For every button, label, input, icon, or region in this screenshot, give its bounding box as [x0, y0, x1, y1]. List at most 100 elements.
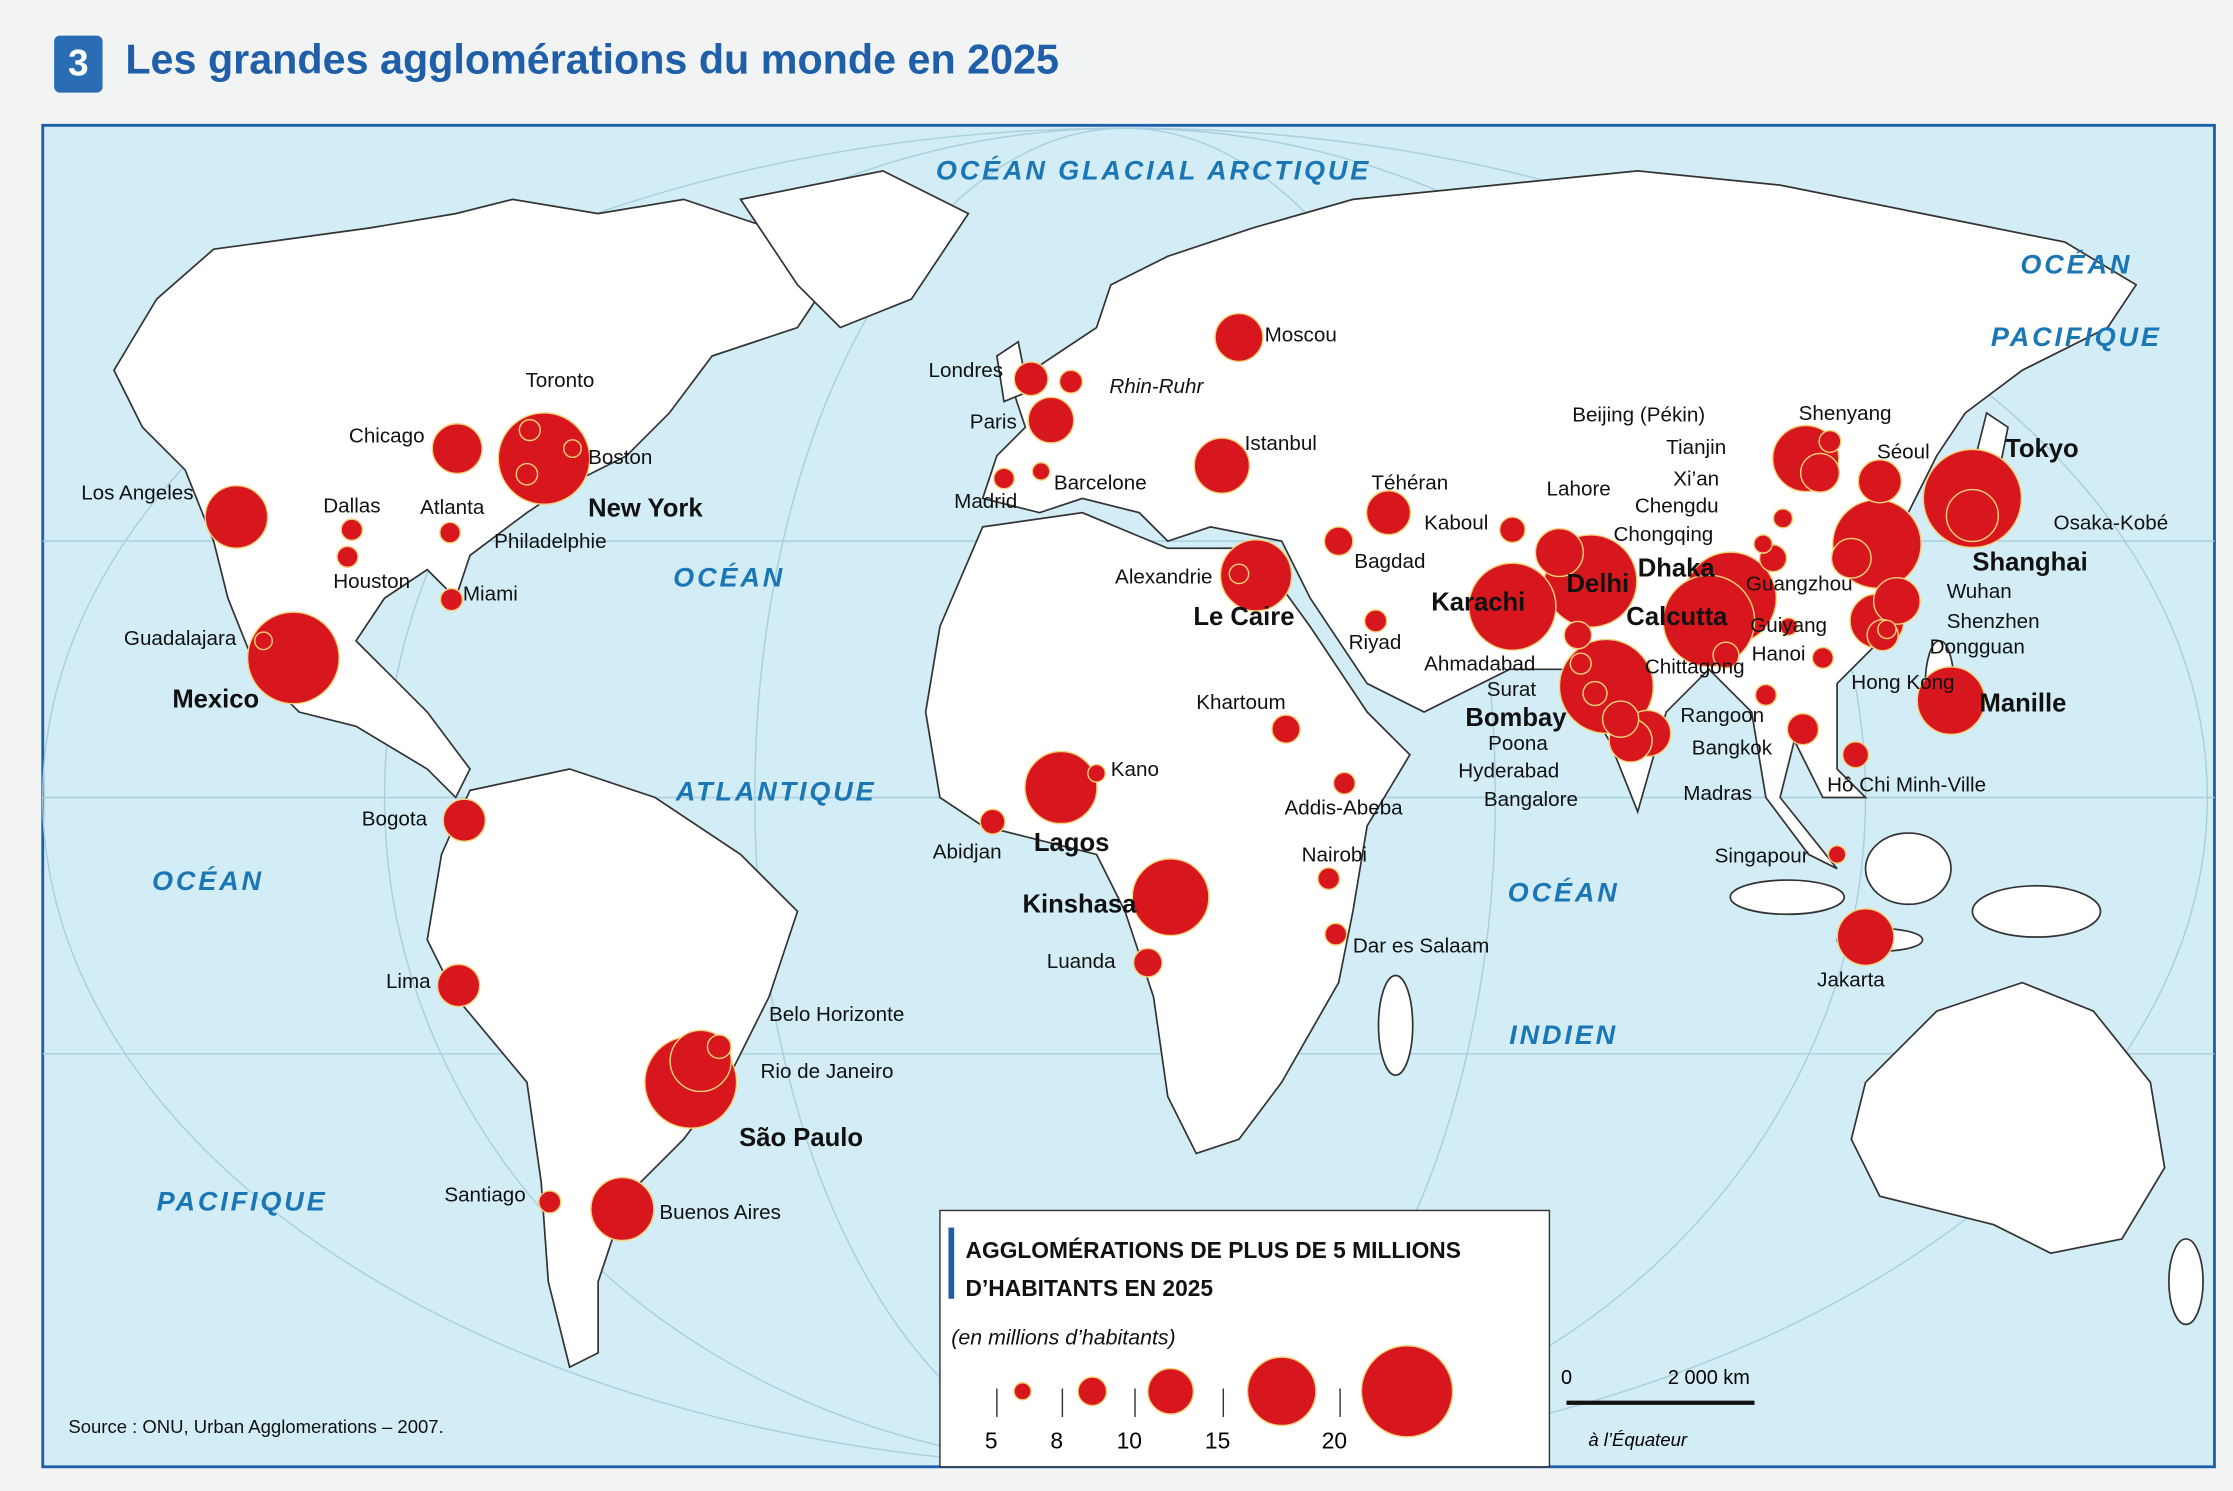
city-label: Tianjin — [1666, 436, 1726, 459]
city-circle — [515, 462, 539, 486]
city-label: Dongguan — [1930, 635, 2025, 658]
legend-circle — [1077, 1376, 1108, 1407]
city-label: Kaboul — [1424, 512, 1488, 535]
ocean-label: OCÉAN — [1508, 876, 1620, 907]
city-label: Guangzhou — [1746, 573, 1853, 596]
city-circle — [1332, 771, 1356, 795]
city-label: Houston — [333, 570, 410, 593]
city-circle — [1830, 537, 1872, 579]
city-label: New York — [588, 495, 703, 523]
city-circle — [1363, 609, 1388, 633]
city-circle — [336, 545, 359, 568]
city-circle — [254, 631, 273, 651]
city-label: Lahore — [1547, 477, 1611, 500]
ocean-label: OCÉAN GLACIAL ARCTIQUE — [936, 154, 1371, 185]
city-label: Chongqing — [1614, 523, 1714, 546]
city-circle — [1818, 429, 1842, 453]
city-label: Hong Kong — [1851, 671, 1954, 694]
city-label: Hyderabad — [1458, 759, 1559, 782]
city-label: Rhin-Ruhr — [1109, 375, 1204, 398]
scale-distance: 2 000 km — [1668, 1367, 1750, 1389]
city-circle — [1058, 369, 1084, 394]
city-label: Miami — [463, 583, 518, 606]
city-circle — [1712, 641, 1740, 669]
city-label: Karachi — [1431, 589, 1525, 617]
city-circle — [1468, 562, 1557, 651]
figure-number-box — [54, 35, 103, 93]
city-label: Singapour — [1715, 845, 1809, 868]
city-circle — [979, 808, 1006, 835]
city-circle — [993, 467, 1015, 490]
city-label: Tokyo — [2005, 435, 2079, 463]
city-label: Xi’an — [1673, 467, 1719, 490]
city-circle — [1132, 947, 1163, 978]
city-circle — [1779, 617, 1799, 637]
city-circle — [1498, 516, 1526, 544]
city-label: Santiago — [444, 1184, 525, 1207]
city-label: Madras — [1683, 782, 1752, 805]
city-label: Toronto — [526, 369, 595, 392]
ocean-label: PACIFIQUE — [1991, 322, 2162, 352]
city-circle — [1271, 714, 1301, 744]
source: Source : ONU, Urban Agglomerations – 200… — [68, 1416, 443, 1437]
legend-box — [939, 1209, 1551, 1468]
city-circle — [590, 1176, 655, 1242]
city-label: São Paulo — [739, 1124, 863, 1152]
city-label: Bombay — [1465, 704, 1567, 732]
city-label: Delhi — [1567, 570, 1630, 598]
city-circle — [436, 963, 481, 1008]
city-label: Beijing (Pékin) — [1572, 403, 1705, 426]
city-label: Khartoum — [1196, 691, 1285, 714]
city-label: Abidjan — [933, 840, 1002, 863]
city-label: Addis-Abeba — [1285, 796, 1404, 819]
city-circle — [439, 521, 462, 544]
city-circle — [563, 439, 582, 459]
city-label: Atlanta — [420, 496, 485, 519]
legend-value: 5 — [985, 1428, 998, 1454]
city-label: Manille — [1979, 690, 2066, 718]
city-label: Londres — [929, 359, 1004, 382]
city-circle — [204, 485, 269, 549]
city-label: Dhaka — [1638, 554, 1716, 582]
city-label: Dar es Salaam — [1353, 934, 1489, 957]
city-label: Kinshasa — [1023, 890, 1138, 918]
city-label: Riyad — [1349, 631, 1402, 654]
city-label: Hanoi — [1752, 643, 1806, 666]
city-circle — [518, 418, 541, 442]
ocean-label: OCÉAN — [152, 865, 264, 896]
city-label: Guadalajara — [124, 627, 237, 650]
city-circle — [1786, 712, 1820, 746]
city-label: Téhéran — [1371, 472, 1448, 495]
city-circle — [1031, 461, 1051, 481]
city-label: Rio de Janeiro — [760, 1060, 893, 1083]
ocean-label: OCÉAN — [673, 562, 785, 593]
city-label: Bangkok — [1692, 737, 1773, 760]
city-label: Dallas — [323, 494, 380, 517]
scale-note: à l’Équateur — [1588, 1429, 1688, 1450]
city-circle — [1877, 619, 1897, 640]
legend-subtitle: (en millions d’habitants) — [951, 1325, 1175, 1349]
city-label: Osaka-Kobé — [2054, 512, 2169, 535]
city-circle — [706, 1034, 732, 1060]
city-circle — [1027, 396, 1075, 444]
city-label: Moscou — [1265, 324, 1337, 347]
city-circle — [1219, 539, 1293, 612]
continents — [112, 169, 2204, 1369]
city-label: Le Caire — [1193, 603, 1294, 631]
city-label: Hô Chi Minh-Ville — [1827, 774, 1986, 797]
city-label: Chittagong — [1645, 655, 1745, 678]
city-circle — [1799, 452, 1841, 493]
city-label: Calcutta — [1626, 603, 1728, 631]
city-circle — [1841, 741, 1870, 769]
legend-accent — [948, 1227, 955, 1299]
city-label: Paris — [970, 410, 1017, 433]
city-circle — [1872, 577, 1921, 625]
legend-value: 10 — [1117, 1428, 1142, 1454]
city-circle — [1582, 680, 1608, 707]
city-circle — [1945, 488, 2000, 543]
city-circle — [1916, 666, 1986, 736]
figure-number: 3 — [68, 41, 89, 83]
ocean-label: PACIFIQUE — [157, 1186, 328, 1216]
city-label: Madrid — [954, 490, 1017, 513]
legend-title: D’HABITANTS EN 2025 — [966, 1275, 1214, 1301]
